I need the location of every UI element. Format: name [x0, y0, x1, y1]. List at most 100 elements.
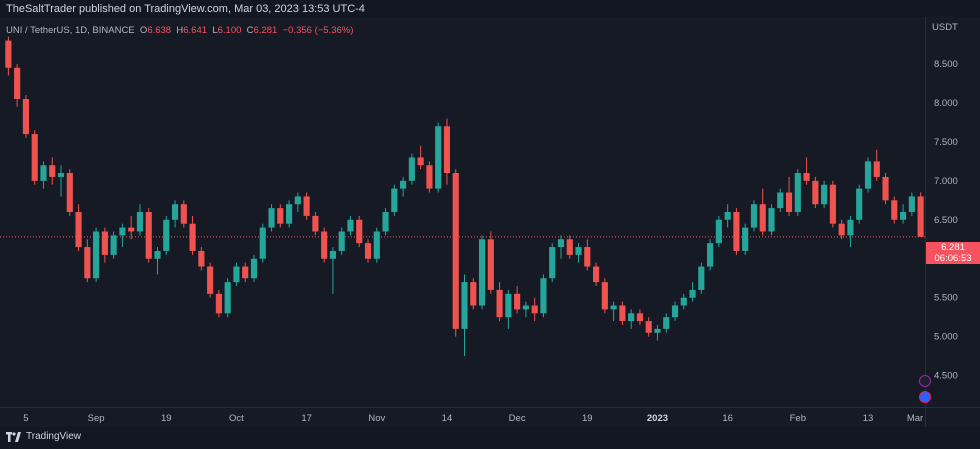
candle[interactable]	[294, 196, 301, 205]
candle[interactable]	[610, 305, 617, 310]
candle[interactable]	[268, 208, 275, 228]
candle[interactable]	[408, 157, 415, 181]
candle[interactable]	[14, 67, 21, 100]
candle[interactable]	[207, 266, 214, 294]
candle[interactable]	[426, 165, 433, 189]
price-axis[interactable]: USDT 8.5008.0007.5007.0006.5006.0005.500…	[925, 17, 980, 407]
candle[interactable]	[364, 243, 372, 259]
candle[interactable]	[49, 165, 56, 177]
candle[interactable]	[628, 313, 635, 322]
candle[interactable]	[794, 173, 801, 212]
candle[interactable]	[286, 204, 293, 224]
candle[interactable]	[312, 215, 319, 232]
candle[interactable]	[584, 247, 591, 267]
candle[interactable]	[733, 212, 740, 251]
candle[interactable]	[163, 219, 170, 251]
candle[interactable]	[66, 173, 73, 212]
candle[interactable]	[478, 239, 486, 306]
candle[interactable]	[829, 184, 836, 224]
candle[interactable]	[522, 305, 529, 310]
candle[interactable]	[759, 204, 766, 232]
candle[interactable]	[391, 188, 398, 212]
candle[interactable]	[908, 196, 915, 212]
candle[interactable]	[654, 328, 661, 333]
candle[interactable]	[821, 184, 828, 205]
lightning-icon[interactable]	[919, 375, 931, 387]
candle[interactable]	[540, 278, 547, 314]
candle[interactable]	[443, 126, 451, 174]
candle[interactable]	[645, 321, 652, 333]
candle[interactable]	[671, 305, 679, 318]
candle[interactable]	[382, 212, 389, 232]
candle[interactable]	[435, 126, 442, 189]
candle[interactable]	[259, 227, 266, 259]
candle[interactable]	[707, 243, 714, 267]
candle[interactable]	[180, 204, 187, 224]
candle[interactable]	[198, 250, 205, 267]
candle[interactable]	[785, 192, 793, 212]
candle[interactable]	[750, 204, 758, 228]
candle[interactable]	[636, 313, 643, 322]
candle[interactable]	[601, 282, 608, 310]
candle[interactable]	[154, 250, 161, 259]
candle[interactable]	[873, 161, 880, 177]
candle[interactable]	[136, 212, 144, 232]
candle[interactable]	[233, 266, 240, 283]
candle[interactable]	[847, 219, 854, 236]
candle[interactable]	[373, 231, 380, 259]
candle[interactable]	[5, 40, 12, 68]
candle[interactable]	[277, 208, 284, 224]
candle[interactable]	[566, 239, 573, 255]
candle[interactable]	[680, 297, 687, 306]
earnings-icon[interactable]	[919, 391, 931, 403]
candle[interactable]	[487, 239, 494, 290]
candle[interactable]	[101, 231, 108, 255]
candle[interactable]	[856, 188, 863, 220]
candle[interactable]	[128, 227, 135, 232]
chart-pane[interactable]: UNI / TetherUS, 1D, BINANCE O6.638 H6.64…	[0, 17, 925, 407]
candle[interactable]	[838, 223, 845, 236]
candle[interactable]	[250, 258, 258, 279]
candle[interactable]	[110, 235, 117, 255]
candle[interactable]	[347, 219, 354, 232]
candle[interactable]	[31, 134, 38, 181]
candle[interactable]	[803, 173, 810, 181]
candle[interactable]	[93, 231, 100, 279]
time-axis[interactable]: 5 Sep 19 Oct 17 Nov 14 Dec 19 2023 16 Feb 13 Mar	[0, 407, 925, 428]
candle[interactable]	[417, 157, 424, 166]
candle[interactable]	[400, 180, 407, 189]
candle[interactable]	[145, 212, 152, 259]
candle[interactable]	[461, 282, 468, 329]
candle[interactable]	[724, 212, 731, 220]
candle[interactable]	[224, 282, 231, 314]
candle[interactable]	[496, 289, 503, 318]
candlestick-chart[interactable]	[0, 17, 925, 407]
candle[interactable]	[619, 305, 626, 322]
candle[interactable]	[452, 173, 459, 329]
candle[interactable]	[303, 196, 310, 216]
candle[interactable]	[470, 282, 477, 306]
candle[interactable]	[549, 247, 556, 279]
candle[interactable]	[900, 212, 907, 220]
candle[interactable]	[171, 204, 179, 220]
candle[interactable]	[22, 99, 29, 135]
candle[interactable]	[356, 219, 363, 244]
candle[interactable]	[514, 293, 521, 310]
candle[interactable]	[742, 227, 749, 251]
candle[interactable]	[575, 247, 582, 255]
candle[interactable]	[663, 317, 670, 329]
candle[interactable]	[215, 293, 222, 314]
candle[interactable]	[593, 266, 600, 283]
candle[interactable]	[40, 165, 47, 181]
candle[interactable]	[242, 266, 249, 279]
candle[interactable]	[321, 231, 328, 259]
candle[interactable]	[557, 239, 565, 248]
candle[interactable]	[917, 196, 924, 237]
candle[interactable]	[882, 176, 889, 201]
candle[interactable]	[689, 289, 696, 298]
candle[interactable]	[531, 305, 538, 314]
candle[interactable]	[84, 247, 91, 279]
candle[interactable]	[891, 200, 898, 220]
candle[interactable]	[119, 227, 126, 236]
candle[interactable]	[329, 250, 336, 259]
